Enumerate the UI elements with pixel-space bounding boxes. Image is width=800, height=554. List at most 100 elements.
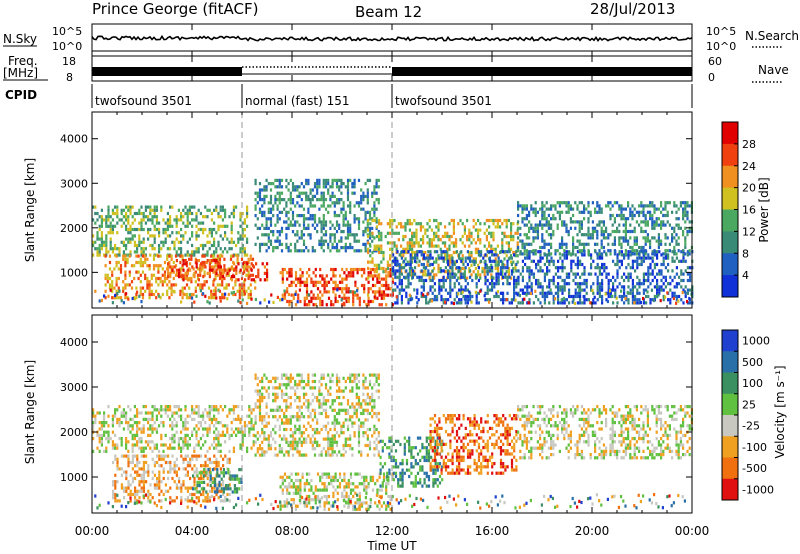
echo-cell	[265, 185, 268, 189]
echo-cell	[596, 266, 599, 270]
echo-cell	[195, 262, 198, 266]
echo-cell	[429, 253, 432, 257]
echo-cell	[250, 268, 253, 272]
echo-cell	[686, 272, 689, 276]
echo-cell	[547, 249, 550, 253]
echo-cell	[219, 405, 222, 409]
echo-cell	[200, 454, 203, 458]
echo-cell	[188, 221, 191, 225]
echo-cell	[541, 213, 544, 218]
echo-cell	[188, 296, 191, 300]
echo-cell	[335, 198, 339, 202]
echo-cell	[427, 250, 430, 254]
echo-cell	[224, 268, 227, 272]
echo-cell	[307, 182, 310, 186]
echo-cell	[206, 430, 209, 434]
echo-cell	[491, 278, 494, 283]
echo-cell	[477, 291, 480, 295]
echo-cell	[558, 201, 561, 205]
echo-cell	[606, 299, 609, 304]
echo-cell	[523, 245, 526, 250]
echo-cell	[673, 252, 676, 256]
echo-cell	[250, 424, 253, 428]
echo-cell	[367, 299, 370, 304]
echo-cell	[114, 243, 117, 248]
echo-cell	[574, 220, 577, 224]
echo-cell	[135, 292, 138, 297]
echo-cell	[530, 269, 533, 273]
echo-cell	[230, 247, 233, 251]
echo-cell	[122, 289, 125, 293]
echo-cell	[276, 214, 279, 218]
echo-cell	[427, 259, 430, 263]
echo-cell	[510, 228, 513, 232]
echo-cell	[601, 301, 604, 305]
echo-cell	[213, 240, 216, 244]
echo-cell	[111, 208, 114, 212]
echo-cell	[230, 240, 233, 244]
echo-cell	[232, 449, 235, 453]
echo-cell	[166, 405, 169, 409]
echo-cell	[477, 218, 480, 223]
echo-cell	[142, 215, 145, 219]
echo-cell	[215, 231, 218, 235]
echo-cell	[184, 253, 187, 257]
echo-cell	[111, 218, 114, 222]
echo-cell	[171, 499, 174, 503]
echo-cell	[660, 242, 663, 246]
echo-cell	[398, 282, 401, 286]
echo-cell	[624, 226, 627, 230]
echo-cell	[396, 301, 399, 305]
echo-cell	[322, 191, 325, 195]
echo-cell	[322, 214, 325, 218]
echo-cell	[115, 276, 118, 281]
echo-cell	[506, 282, 509, 286]
echo-cell	[568, 272, 571, 276]
echo-cell	[380, 290, 383, 294]
echo-cell	[298, 223, 301, 227]
echo-cell	[311, 198, 314, 202]
echo-cell	[204, 421, 207, 425]
echo-cell	[649, 282, 652, 286]
echo-cell	[210, 211, 213, 216]
echo-cell	[278, 201, 281, 205]
echo-cell	[631, 301, 634, 305]
echo-cell	[111, 289, 114, 293]
echo-cell	[466, 276, 469, 280]
echo-cell	[150, 289, 153, 293]
echo-cell	[403, 250, 406, 254]
echo-cell	[276, 239, 279, 243]
echo-cell	[616, 256, 619, 260]
echo-cell	[193, 476, 196, 481]
echo-cell	[404, 250, 407, 255]
echo-cell	[109, 237, 112, 241]
echo-cell	[208, 489, 211, 493]
echo-cell	[550, 226, 553, 230]
echo-cell	[192, 292, 195, 297]
echo-cell	[627, 301, 630, 305]
echo-cell	[501, 247, 504, 251]
echo-cell	[433, 260, 436, 264]
echo-cell	[508, 282, 511, 286]
echo-cell	[550, 245, 553, 250]
echo-cell	[435, 244, 438, 248]
echo-cell	[466, 288, 469, 292]
echo-cell	[342, 201, 345, 205]
echo-cell	[356, 287, 359, 291]
echo-cell	[684, 269, 687, 273]
echo-cell	[181, 254, 184, 258]
echo-cell	[197, 259, 200, 263]
echo-cell	[616, 262, 619, 267]
echo-cell	[671, 250, 674, 254]
echo-cell	[521, 252, 524, 256]
echo-cell	[627, 229, 630, 234]
echo-cell	[645, 288, 648, 292]
echo-cell	[345, 299, 348, 304]
echo-cell	[523, 223, 526, 227]
echo-cell	[373, 214, 376, 218]
echo-cell	[226, 250, 229, 254]
echo-cell	[241, 237, 244, 241]
echo-cell	[104, 264, 107, 268]
echo-cell	[576, 291, 579, 295]
echo-cell	[322, 217, 325, 221]
